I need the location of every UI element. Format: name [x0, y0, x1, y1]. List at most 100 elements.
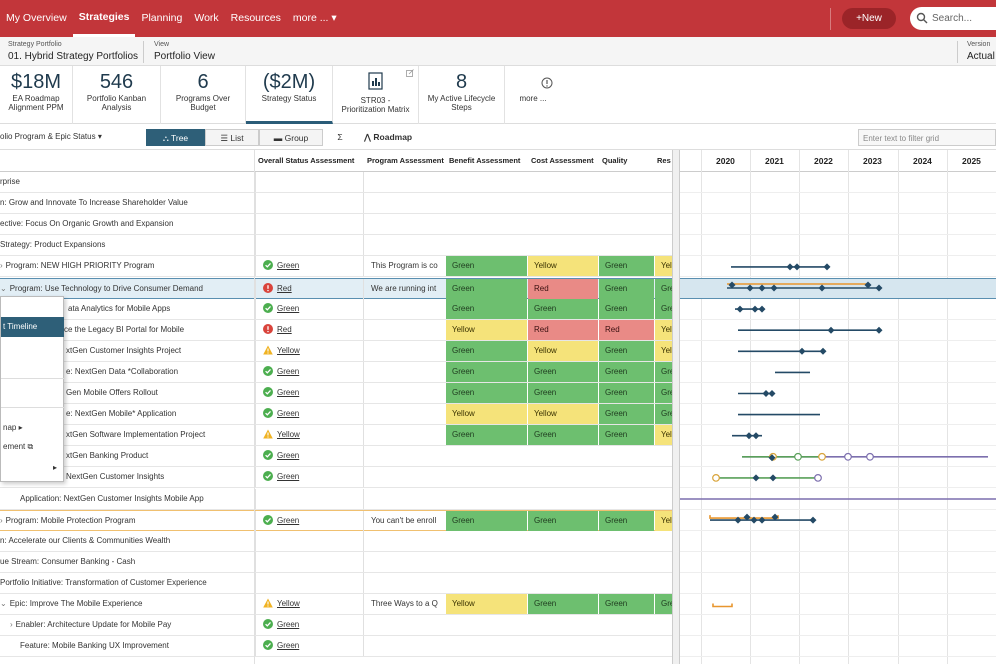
timeline-row[interactable] — [680, 615, 996, 637]
status-link[interactable]: Yellow — [277, 599, 300, 608]
row-name[interactable]: n: Accelerate our Clients & Communities … — [0, 531, 254, 551]
milestone-marker[interactable] — [752, 474, 760, 482]
tree-view-button[interactable]: ⛬ Tree — [146, 129, 205, 146]
timeline-row[interactable] — [680, 256, 996, 278]
col-overall-status[interactable]: Overall Status Assessment — [258, 156, 355, 165]
sum-button[interactable]: Σ — [337, 132, 343, 142]
row-name[interactable]: Feature: Mobile Banking UX Improvement — [0, 636, 254, 656]
grid-filter-input[interactable]: Enter text to filter grid — [858, 129, 996, 146]
kpi-tile[interactable]: STR03 - Prioritization Matrix — [333, 66, 419, 124]
status-link[interactable]: Green — [277, 451, 300, 461]
nav-item-1[interactable]: Strategies — [72, 0, 136, 37]
milestone-marker-open[interactable] — [844, 452, 852, 461]
status-link[interactable]: Green — [277, 409, 300, 419]
status-link[interactable]: Green — [277, 472, 300, 482]
chevron-icon[interactable]: ⌄ — [0, 283, 7, 293]
timeline-row[interactable] — [680, 425, 996, 447]
table-row[interactable]: Application: NextGen Customer Insights M… — [0, 488, 672, 510]
status-link[interactable]: Green — [277, 388, 300, 397]
milestone-marker[interactable] — [728, 281, 736, 289]
table-row[interactable]: › Program: Mobile Protection Program Green… — [0, 509, 672, 531]
nav-item-2[interactable]: Planning — [141, 12, 183, 24]
status-link[interactable]: Green — [277, 620, 300, 630]
menu-item-management[interactable]: ement ⧉ — [3, 442, 34, 451]
table-row[interactable]: ce the Legacy BI Portal for Mobile Red Yel… — [0, 319, 672, 341]
milestone-marker[interactable] — [823, 263, 831, 271]
chevron-icon[interactable]: › — [0, 515, 3, 525]
milestone-marker[interactable] — [751, 305, 759, 313]
milestone-marker[interactable] — [827, 326, 835, 334]
chevron-icon[interactable]: ⌄ — [0, 599, 7, 608]
milestone-marker[interactable] — [762, 390, 770, 397]
status-link[interactable]: Green — [277, 366, 300, 376]
kpi-tile-active[interactable]: ($2M) Strategy Status — [246, 66, 333, 124]
milestone-marker[interactable] — [798, 347, 806, 355]
milestone-marker[interactable] — [743, 513, 751, 521]
milestone-marker[interactable] — [752, 432, 760, 440]
milestone-marker-open[interactable] — [794, 452, 802, 461]
phase-bracket[interactable] — [712, 603, 733, 608]
menu-item-roadmap[interactable]: nap ▸ — [3, 423, 23, 432]
row-name[interactable]: ue Stream: Consumer Banking - Cash — [0, 552, 254, 572]
row-name[interactable]: ⌄ Epic: Improve The Mobile Experience — [0, 594, 254, 614]
status-link[interactable]: Green — [277, 261, 300, 271]
table-row[interactable]: Feature: Mobile Banking UX Improvement Gr… — [0, 636, 672, 658]
timeline-row[interactable] — [680, 362, 996, 383]
row-name[interactable]: e: NextGen Mobile* Application — [0, 404, 254, 424]
timeline-row[interactable] — [680, 552, 996, 573]
milestone-marker[interactable] — [864, 281, 872, 289]
milestone-marker-open[interactable] — [814, 474, 822, 482]
row-name[interactable]: n: Grow and Innovate To Increase Shareho… — [0, 193, 254, 213]
table-row[interactable]: xtGen Software Implementation Project Yel… — [0, 425, 672, 447]
milestone-marker-open[interactable] — [712, 474, 720, 482]
timeline-row[interactable] — [680, 531, 996, 552]
milestone-marker[interactable] — [818, 284, 826, 292]
milestone-marker[interactable] — [770, 284, 778, 292]
status-link[interactable]: Green — [277, 303, 300, 313]
milestone-marker[interactable] — [746, 284, 754, 292]
row-name[interactable]: › Program: NEW HIGH PRIORITY Program — [0, 256, 254, 276]
col-resources[interactable]: Res — [657, 156, 671, 165]
milestone-marker[interactable] — [750, 516, 758, 524]
timeline-row[interactable] — [680, 341, 996, 362]
milestone-marker-open[interactable] — [818, 452, 826, 461]
table-row[interactable]: ata Analytics for Mobile Apps Green Green G… — [0, 298, 672, 320]
kpi-more[interactable]: more ... — [505, 66, 561, 124]
status-link[interactable]: Green — [277, 641, 300, 651]
row-name[interactable]: › Program: Mobile Protection Program — [0, 511, 254, 531]
timeline-row[interactable] — [680, 594, 996, 615]
milestone-marker[interactable] — [819, 347, 827, 355]
timeline-row[interactable] — [680, 510, 996, 531]
roadmap-button[interactable]: ⋀ Roadmap — [360, 129, 416, 146]
table-row[interactable]: Strategy: Product Expansions — [0, 235, 672, 257]
group-view-button[interactable]: ▬ Group — [259, 129, 323, 146]
timeline-row[interactable] — [680, 489, 996, 510]
new-button[interactable]: +New — [842, 8, 896, 29]
row-name[interactable]: NextGen Customer Insights — [0, 467, 254, 487]
milestone-marker[interactable] — [745, 432, 753, 440]
status-link[interactable]: Yellow — [277, 345, 300, 355]
col-benefit-assessment[interactable]: Benefit Assessment — [449, 156, 521, 165]
row-name[interactable]: › Enabler: Architecture Update for Mobile… — [0, 615, 254, 635]
table-row[interactable]: › Program: NEW HIGH PRIORITY Program Green… — [0, 256, 672, 278]
kpi-tile[interactable]: 6 Programs Over Budget — [161, 66, 246, 124]
table-row[interactable]: e: NextGen Mobile* Application Green Yello… — [0, 404, 672, 426]
milestone-marker[interactable] — [809, 516, 817, 524]
milestone-marker[interactable] — [758, 516, 766, 524]
milestone-marker[interactable] — [736, 305, 744, 313]
table-row[interactable]: ective: Focus On Organic Growth and Expa… — [0, 214, 672, 236]
nav-item-3[interactable]: Work — [194, 12, 219, 24]
row-name[interactable]: Gen Mobile Offers Rollout — [0, 383, 254, 403]
row-name[interactable]: rprise — [0, 172, 254, 192]
kpi-tile[interactable]: 8 My Active Lifecycle Steps — [419, 66, 505, 124]
row-name[interactable]: ata Analytics for Mobile Apps — [0, 299, 254, 319]
col-quality[interactable]: Quality — [602, 156, 628, 165]
table-row[interactable]: NextGen Customer Insights Green — [0, 467, 672, 489]
nav-item-0[interactable]: My Overview — [6, 12, 67, 24]
nav-item-5[interactable]: more ... ▾ — [292, 12, 337, 24]
row-name[interactable]: ective: Focus On Organic Growth and Expa… — [0, 214, 254, 234]
milestone-marker[interactable] — [771, 513, 779, 521]
row-name[interactable]: Portfolio Initiative: Transformation of … — [0, 573, 254, 593]
milestone-marker[interactable] — [758, 305, 766, 313]
chevron-icon[interactable]: › — [10, 620, 13, 630]
